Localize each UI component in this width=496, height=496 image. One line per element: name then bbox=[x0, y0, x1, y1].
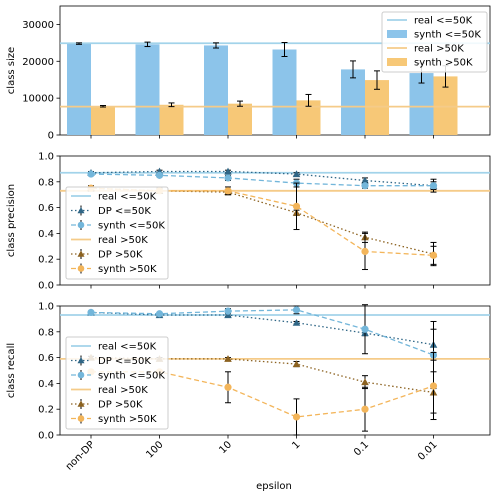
data-point bbox=[292, 202, 301, 210]
bar bbox=[272, 49, 297, 136]
legend-label: real >50K bbox=[414, 44, 464, 55]
y-tick-label: 0 bbox=[48, 131, 54, 142]
y-tick-label: 0.0 bbox=[38, 431, 54, 442]
data-point bbox=[429, 251, 438, 259]
y-axis-label: class size bbox=[6, 47, 17, 94]
data-point bbox=[361, 182, 369, 190]
legend-swatch bbox=[387, 30, 407, 38]
legend-marker bbox=[77, 415, 85, 422]
y-tick-label: 0.2 bbox=[38, 405, 54, 416]
legend-label: synth <=50K bbox=[414, 30, 481, 41]
y-tick-label: 0.8 bbox=[38, 327, 54, 338]
data-point bbox=[292, 306, 301, 314]
y-tick-label: 0.6 bbox=[38, 353, 54, 364]
panels: 0 10000 20000 30000 class size real <=50K synt… bbox=[6, 5, 491, 473]
legend-marker bbox=[77, 371, 85, 379]
y-tick-label: 30000 bbox=[22, 20, 54, 31]
y-tick-label: 0.6 bbox=[38, 203, 54, 214]
bar bbox=[135, 44, 160, 135]
data-point bbox=[87, 170, 95, 178]
legend-label: real >50K bbox=[98, 385, 148, 396]
legend-label: synth >50K bbox=[98, 264, 157, 275]
legend-label: synth >50K bbox=[98, 414, 157, 425]
legend-swatch bbox=[387, 58, 407, 66]
y-tick-label: 1.0 bbox=[38, 302, 54, 313]
data-point bbox=[224, 187, 232, 195]
x-tick-label: non-DP bbox=[64, 439, 97, 472]
y-tick-label: 1.0 bbox=[38, 152, 54, 163]
data-point bbox=[361, 378, 369, 386]
legend-marker bbox=[77, 357, 85, 364]
legend-marker bbox=[77, 400, 85, 407]
y-tick-label: 0.4 bbox=[38, 379, 54, 390]
legend-marker bbox=[77, 221, 85, 229]
y-axis-label: class precision bbox=[6, 184, 17, 257]
series-line bbox=[90, 173, 434, 187]
x-tick-label: 0.01 bbox=[416, 439, 440, 463]
legend-label: DP >50K bbox=[98, 400, 143, 411]
legend-marker bbox=[77, 250, 85, 257]
legend-marker bbox=[77, 265, 85, 272]
data-point bbox=[429, 382, 438, 390]
bar bbox=[228, 103, 252, 135]
data-point bbox=[361, 405, 369, 413]
panel-3: 0.0 0.2 0.4 0.6 0.8 1.0 class recall real <=50K… bbox=[6, 302, 491, 473]
data-point bbox=[292, 170, 301, 178]
legend bbox=[65, 336, 169, 430]
y-tick-label: 0.2 bbox=[38, 255, 54, 266]
x-axis-label: epsilon bbox=[256, 481, 292, 492]
bar bbox=[67, 43, 91, 135]
data-point bbox=[87, 308, 95, 317]
data-point bbox=[292, 413, 301, 421]
legend bbox=[65, 186, 169, 280]
legend-label: synth <=50K bbox=[98, 221, 165, 232]
legend-label: real <=50K bbox=[98, 342, 157, 353]
data-point bbox=[361, 247, 369, 256]
y-axis-label: class recall bbox=[6, 343, 17, 398]
legend bbox=[381, 11, 488, 73]
y-tick-label: 0.4 bbox=[38, 229, 54, 240]
y-tick-label: 0.8 bbox=[38, 177, 54, 188]
data-point bbox=[224, 355, 232, 362]
legend-label: real <=50K bbox=[98, 192, 157, 203]
legend-label: DP <=50K bbox=[98, 356, 151, 367]
panel-1: 0 10000 20000 30000 class size real <=50K synt… bbox=[6, 5, 491, 142]
y-tick-label: 20000 bbox=[22, 57, 54, 68]
panel-2: 0.0 0.2 0.4 0.6 0.8 1.0 class precision real <=… bbox=[6, 152, 491, 292]
data-point bbox=[224, 174, 232, 182]
bar bbox=[341, 69, 365, 135]
data-point bbox=[292, 318, 301, 326]
data-point bbox=[224, 167, 232, 175]
y-tick-label: 0.0 bbox=[38, 281, 54, 292]
bar bbox=[159, 104, 184, 135]
data-point bbox=[292, 360, 301, 368]
legend-label: real <=50K bbox=[414, 16, 473, 27]
x-tick-label: 10 bbox=[217, 439, 234, 456]
x-tick-label: 100 bbox=[144, 439, 165, 460]
legend-label: real >50K bbox=[98, 235, 148, 246]
data-point bbox=[361, 325, 369, 333]
series-line bbox=[90, 311, 434, 346]
legend-marker bbox=[77, 207, 85, 214]
y-tick-label: 10000 bbox=[22, 94, 54, 105]
bar bbox=[91, 106, 115, 135]
data-point bbox=[361, 176, 369, 184]
legend-label: synth <=50K bbox=[98, 371, 165, 382]
data-point bbox=[155, 171, 164, 179]
legend-label: DP <=50K bbox=[98, 206, 151, 217]
series-line bbox=[90, 309, 434, 356]
series-line bbox=[90, 170, 434, 187]
data-point bbox=[224, 307, 232, 315]
x-tick-label: 1 bbox=[290, 439, 302, 451]
legend-label: synth >50K bbox=[414, 58, 473, 69]
data-point bbox=[429, 182, 438, 190]
x-tick-label: 0.1 bbox=[352, 439, 371, 458]
legend-label: DP >50K bbox=[98, 250, 143, 261]
data-point bbox=[224, 383, 232, 391]
bar bbox=[204, 45, 228, 135]
data-point bbox=[155, 310, 164, 318]
